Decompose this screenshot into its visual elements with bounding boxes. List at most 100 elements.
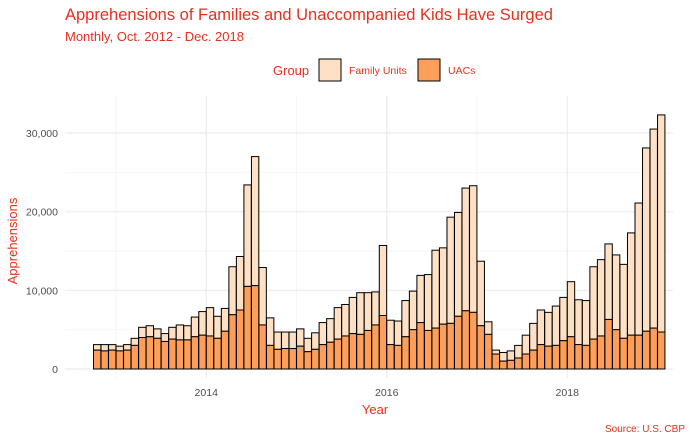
- bar-uacs: [416, 322, 425, 370]
- bar-family-units: [544, 311, 553, 347]
- bar-family-units: [333, 307, 343, 340]
- bar-family-units: [581, 300, 591, 346]
- bar-uacs: [190, 336, 200, 370]
- bar-uacs: [250, 285, 260, 370]
- chart-subtitle: Monthly, Oct. 2012 - Dec. 2018: [65, 29, 244, 44]
- bar-uacs: [521, 353, 531, 370]
- bar-family-units: [446, 216, 455, 324]
- bar-family-units: [138, 326, 147, 339]
- bar-family-units: [626, 232, 636, 336]
- bar-family-units: [258, 267, 267, 326]
- bar-family-units: [386, 319, 395, 346]
- bar-family-units: [574, 299, 583, 346]
- legend-swatch-uacs: [417, 58, 441, 82]
- bar-family-units: [220, 307, 230, 332]
- bar-uacs: [596, 335, 606, 370]
- bar-uacs: [333, 338, 343, 370]
- bar-uacs: [175, 339, 185, 370]
- bar-family-units: [348, 296, 358, 335]
- legend: Group Family Units UACs: [273, 58, 475, 82]
- bar-family-units: [153, 328, 162, 339]
- bar-uacs: [130, 344, 139, 370]
- bar-family-units: [484, 321, 493, 335]
- bar-uacs: [341, 335, 350, 370]
- bar-family-units: [611, 254, 621, 331]
- bar-family-units: [250, 156, 260, 287]
- bar-uacs: [574, 344, 583, 370]
- bar-uacs: [559, 340, 568, 370]
- bar-uacs: [461, 310, 470, 370]
- bar-family-units: [408, 290, 418, 331]
- bar-family-units: [145, 325, 155, 338]
- bar-uacs: [619, 337, 628, 370]
- bar-uacs: [484, 333, 493, 370]
- bar-uacs: [401, 336, 410, 370]
- bar-uacs: [469, 311, 478, 370]
- bar-uacs: [544, 345, 553, 370]
- bar-uacs: [123, 349, 132, 370]
- bar-family-units: [108, 344, 117, 351]
- bar-uacs: [138, 337, 147, 370]
- bar-uacs: [168, 338, 177, 370]
- bar-family-units: [378, 244, 388, 317]
- bar-uacs: [514, 357, 523, 370]
- bar-uacs: [491, 353, 500, 370]
- chart-title: Apprehensions of Families and Unaccompan…: [65, 6, 553, 24]
- bar-family-units: [514, 344, 523, 359]
- bar-uacs: [228, 314, 237, 370]
- bar-family-units: [130, 337, 139, 346]
- bar-family-units: [454, 211, 463, 317]
- bar-family-units: [416, 274, 425, 324]
- bar-family-units: [431, 249, 440, 329]
- bar-family-units: [401, 300, 410, 338]
- bar-uacs: [108, 349, 117, 370]
- chart-caption: Source: U.S. CBP: [605, 424, 685, 435]
- bar-uacs: [446, 322, 455, 370]
- bar-uacs: [115, 350, 124, 370]
- legend-label-uacs: UACs: [448, 65, 475, 77]
- bar-uacs: [476, 325, 485, 370]
- y-tick-label: 0: [52, 364, 58, 376]
- bar-family-units: [281, 331, 290, 350]
- bar-uacs: [423, 329, 433, 370]
- bar-uacs: [205, 335, 215, 370]
- bar-family-units: [634, 202, 643, 336]
- bar-uacs: [326, 341, 335, 370]
- bar-family-units: [288, 331, 297, 350]
- bar-family-units: [183, 325, 192, 341]
- bar-uacs: [281, 348, 290, 370]
- y-axis-ticks: 0 10,000 20,000 30,000: [26, 128, 58, 376]
- bar-uacs: [581, 344, 591, 370]
- bar-family-units: [469, 185, 478, 313]
- bar-family-units: [190, 316, 200, 338]
- bar-family-units: [265, 317, 275, 346]
- bar-uacs: [145, 336, 155, 370]
- bar-family-units: [175, 324, 185, 341]
- bar-family-units: [604, 243, 613, 320]
- bar-family-units: [461, 187, 470, 312]
- bar-uacs: [93, 349, 102, 370]
- bar-uacs: [611, 329, 621, 370]
- bar-family-units: [235, 256, 245, 311]
- bar-uacs: [311, 348, 320, 370]
- bar-uacs: [506, 359, 516, 370]
- bar-uacs: [626, 334, 636, 370]
- bar-uacs: [499, 360, 508, 370]
- bar-uacs: [551, 344, 561, 370]
- bar-family-units: [273, 331, 282, 350]
- y-tick-label: 10,000: [26, 285, 58, 297]
- bar-family-units: [476, 260, 485, 327]
- legend-swatch-family-units: [318, 58, 342, 82]
- bar-uacs: [604, 318, 613, 370]
- bar-uacs: [566, 336, 576, 370]
- bar-uacs: [160, 340, 170, 370]
- bar-family-units: [529, 322, 538, 351]
- bar-family-units: [228, 266, 237, 316]
- bar-family-units: [596, 259, 606, 337]
- bar-family-units: [205, 307, 215, 337]
- legend-label-family-units: Family Units: [349, 65, 407, 77]
- bar-family-units: [356, 292, 365, 335]
- bar-family-units: [100, 344, 109, 352]
- x-axis-title: Year: [362, 402, 389, 417]
